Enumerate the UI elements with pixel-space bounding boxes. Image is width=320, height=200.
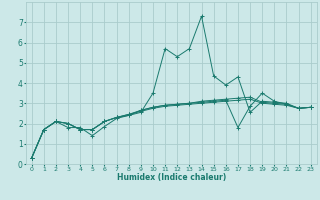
X-axis label: Humidex (Indice chaleur): Humidex (Indice chaleur) [116, 173, 226, 182]
